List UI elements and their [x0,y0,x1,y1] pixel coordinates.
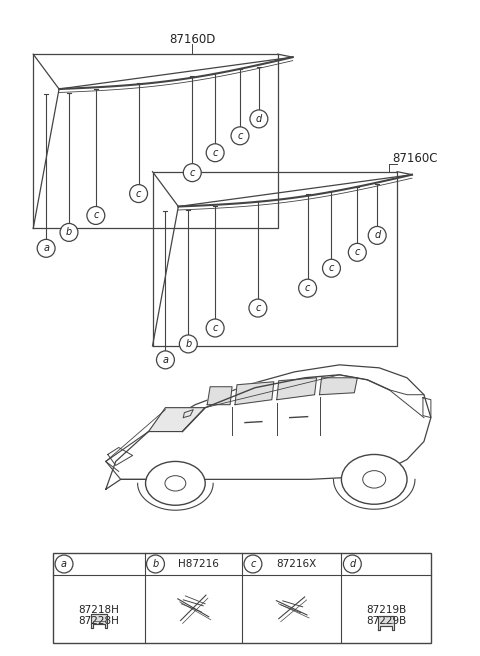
Text: c: c [213,148,218,157]
Ellipse shape [145,461,205,505]
Text: a: a [162,355,168,365]
Circle shape [183,164,201,182]
Circle shape [130,184,147,203]
Polygon shape [91,614,107,628]
Text: c: c [255,303,261,313]
Polygon shape [148,407,205,432]
Bar [53,553,431,643]
Circle shape [180,335,197,353]
Text: a: a [61,559,67,569]
Text: b: b [152,559,158,569]
Text: c: c [213,323,218,333]
Circle shape [87,207,105,224]
Text: c: c [250,559,256,569]
Circle shape [343,555,361,573]
Text: c: c [329,263,334,274]
Polygon shape [207,387,232,405]
Circle shape [249,299,267,317]
Circle shape [231,127,249,145]
Circle shape [250,110,268,128]
Ellipse shape [165,476,186,491]
Polygon shape [106,365,431,489]
Text: 87160D: 87160D [169,33,216,46]
Text: 87160C: 87160C [392,152,438,165]
Circle shape [55,555,73,573]
Text: c: c [237,131,243,141]
Circle shape [206,319,224,337]
Circle shape [299,279,316,297]
Text: a: a [43,243,49,253]
Circle shape [348,243,366,261]
Circle shape [368,226,386,244]
Ellipse shape [363,470,386,488]
Circle shape [206,144,224,162]
Text: c: c [190,168,195,178]
Text: c: c [355,247,360,257]
Circle shape [146,555,165,573]
Text: b: b [185,339,192,349]
Polygon shape [378,616,394,630]
Circle shape [244,555,262,573]
Text: 87216X: 87216X [276,559,317,569]
Text: c: c [93,211,98,220]
Circle shape [37,239,55,257]
Text: b: b [66,228,72,237]
Text: d: d [256,114,262,124]
Text: c: c [305,283,310,293]
Circle shape [323,259,340,277]
Polygon shape [320,378,357,395]
Text: H87216: H87216 [178,559,219,569]
Polygon shape [277,378,316,400]
Text: d: d [374,230,380,240]
Circle shape [60,224,78,241]
Polygon shape [235,382,274,405]
Text: c: c [136,188,141,199]
Text: 87218H
87228H: 87218H 87228H [78,605,119,626]
Text: d: d [349,559,356,569]
Circle shape [156,351,174,369]
Text: 87219B
87229B: 87219B 87229B [366,605,406,626]
Ellipse shape [341,455,407,504]
